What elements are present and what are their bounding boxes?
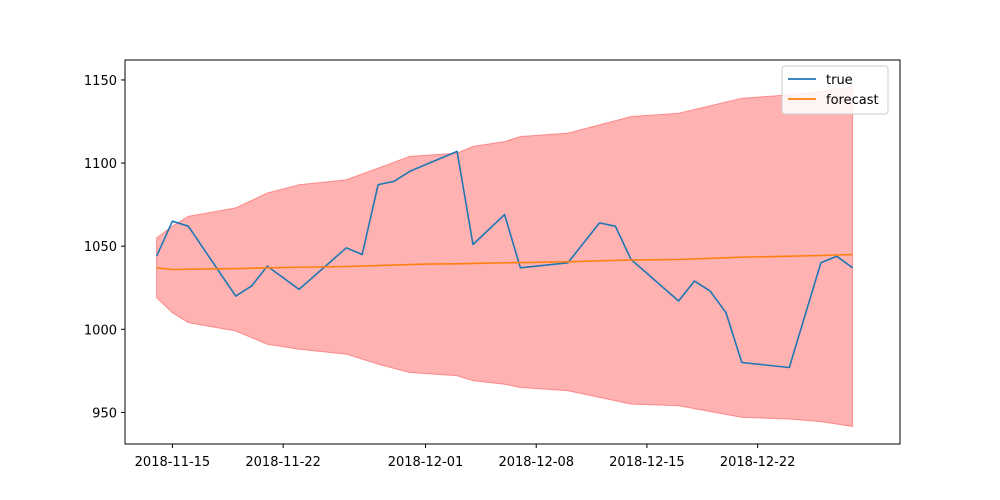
series-lines-layer [155,150,854,369]
legend-label-true: true [826,73,853,88]
confidence-band [156,86,854,428]
x-tick-label: 2018-12-15 [609,455,685,470]
y-tick-label: 1050 [84,240,117,255]
plot-frame [124,59,901,445]
series-line-true [155,150,854,369]
legend-label-forecast: forecast [826,93,879,108]
y-axis: 950 1000 1050 1100 1150 [84,74,125,421]
x-tick-label: 2018-11-22 [245,455,321,470]
y-tick-label: 950 [92,406,117,421]
y-tick-label: 1100 [84,157,117,172]
x-axis: 2018-11-15 2018-11-22 2018-12-01 2018-12-08… [135,444,796,470]
x-tick-label: 2018-11-15 [135,455,211,470]
legend: true forecast [781,65,889,115]
series-line-forecast [156,253,853,271]
legend-box [781,65,889,115]
x-tick-label: 2018-12-01 [388,455,464,470]
y-tick-label: 1000 [84,323,117,338]
x-tick-label: 2018-12-08 [498,455,574,470]
x-tick-label: 2018-12-22 [720,455,796,470]
y-tick-label: 1150 [84,74,117,89]
confidence-band-layer [156,86,854,428]
